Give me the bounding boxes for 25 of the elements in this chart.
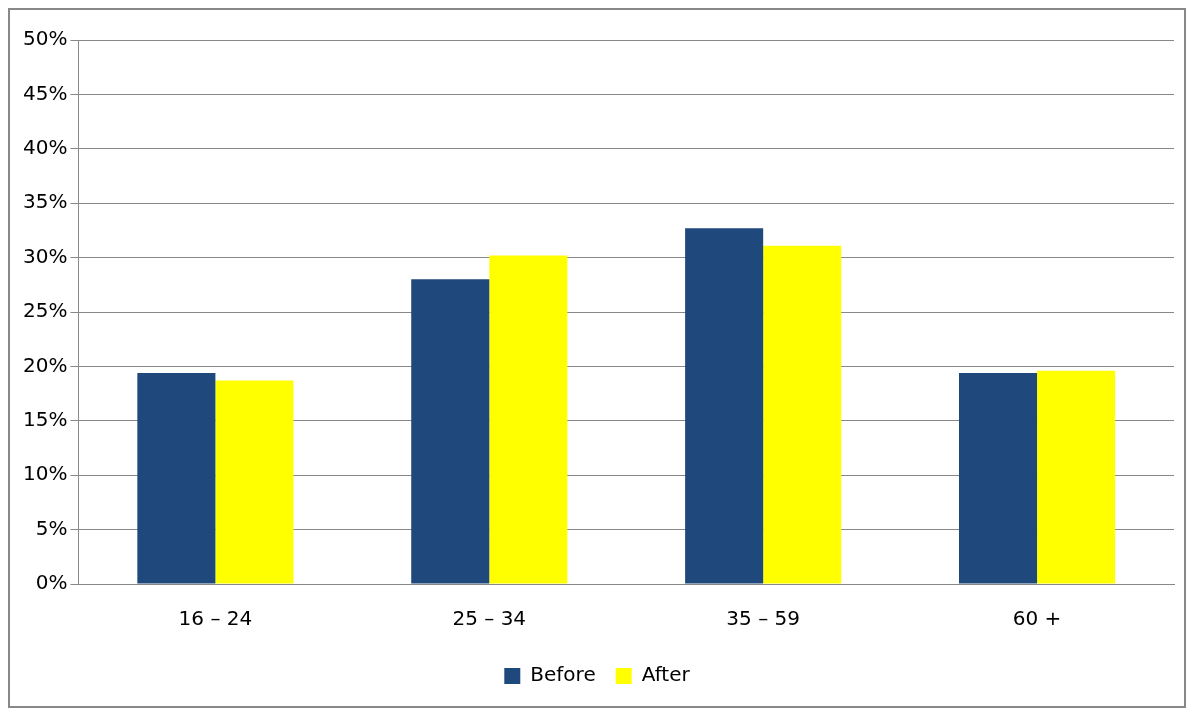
y-tick-label: 10% xyxy=(23,461,68,486)
x-tick-label: 60 + xyxy=(1012,606,1062,631)
y-tick-label: 25% xyxy=(23,298,68,323)
y-tick-label: 50% xyxy=(23,26,68,51)
legend-label: After xyxy=(641,662,691,687)
y-tick-label: 15% xyxy=(23,407,68,431)
bar xyxy=(215,380,294,584)
y-tick-label: 45% xyxy=(23,80,68,105)
bar xyxy=(489,255,568,584)
bar xyxy=(411,279,490,584)
legend-label: Before xyxy=(530,662,596,687)
bar xyxy=(685,228,764,584)
x-tick-label: 25 – 34 xyxy=(452,606,527,631)
y-tick-label: 5% xyxy=(35,515,68,540)
bar xyxy=(1037,370,1116,584)
bar xyxy=(959,372,1038,584)
bar xyxy=(137,372,216,584)
y-tick-label: 0% xyxy=(35,570,68,595)
y-tick-label: 40% xyxy=(23,135,68,159)
y-tick-label: 30% xyxy=(23,243,68,268)
x-tick-label: 16 – 24 xyxy=(178,606,253,631)
bar xyxy=(763,245,842,584)
y-tick-label: 35% xyxy=(23,189,68,214)
x-tick-label: 35 – 59 xyxy=(726,606,800,631)
y-tick-label: 20% xyxy=(23,352,68,377)
